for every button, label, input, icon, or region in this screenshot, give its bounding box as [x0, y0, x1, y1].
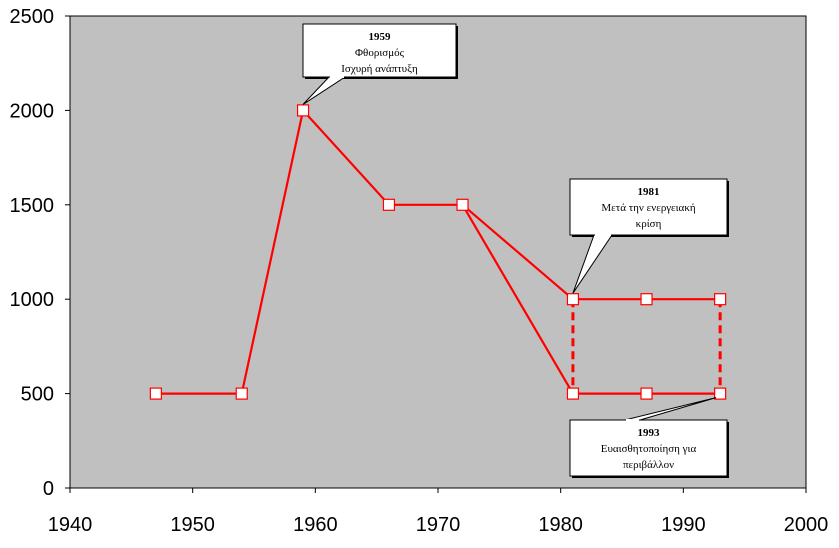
- data-point-marker: [714, 293, 727, 306]
- series-line-1: [155, 108, 721, 395]
- callout-text: Μετά την ενεργειακή: [601, 202, 695, 214]
- annotation-callout: 1981 Μετά την ενεργειακή κρίση: [569, 178, 729, 294]
- callout-layer: 1959 Φθορισμός Ισχυρή ανάπτυξη 1981 Μετά την…: [302, 23, 729, 478]
- data-point-marker: [456, 198, 469, 211]
- callout-year: 1993: [638, 427, 661, 439]
- data-point-marker: [296, 104, 310, 117]
- x-tick-label: 1940: [48, 514, 93, 536]
- x-tick-label: 2000: [784, 514, 829, 536]
- annotation-callout: 1959 Φθορισμός Ισχυρή ανάπτυξη: [302, 23, 458, 105]
- data-point-marker: [382, 198, 396, 211]
- marker-layer: [149, 104, 727, 400]
- callout-year: 1959: [369, 31, 392, 43]
- x-tick-label: 1970: [416, 514, 461, 536]
- x-tick-label: 1960: [293, 514, 338, 536]
- y-tick-label: 500: [21, 384, 54, 406]
- callout-text: περιβάλλον: [623, 459, 674, 471]
- callout-text: Ισχυρή ανάπτυξη: [341, 63, 418, 75]
- annotation-callout: 1993 Ευαισθητοποίηση για περιβάλλον: [569, 397, 729, 478]
- callout-box: [569, 178, 728, 236]
- x-tick-label: 1980: [538, 514, 583, 536]
- axes: 0 500 1000 1500 2000 2500 1940 1950 1960 1970 1980…: [10, 6, 829, 536]
- data-point-marker: [235, 387, 248, 400]
- data-point-marker: [640, 387, 653, 400]
- series-line-2: [461, 204, 721, 395]
- data-point-marker: [566, 387, 580, 400]
- plot-area: [69, 15, 807, 489]
- y-tick-label: 1000: [10, 289, 55, 311]
- callout-box: [302, 23, 457, 78]
- data-point-marker: [149, 387, 162, 400]
- callout-year: 1981: [638, 186, 660, 198]
- y-tick-label: 1500: [10, 195, 55, 217]
- data-point-marker: [640, 293, 653, 306]
- x-tick-label: 1950: [170, 514, 215, 536]
- callout-box: [569, 419, 728, 477]
- data-point-marker: [566, 293, 580, 306]
- y-tick-label: 0: [43, 478, 54, 500]
- x-tick-label: 1990: [661, 514, 706, 536]
- series-layer: [155, 108, 722, 395]
- y-tick-label: 2000: [10, 100, 55, 122]
- callout-text: Ευαισθητοποίηση για: [601, 443, 697, 455]
- callout-text: Φθορισμός: [355, 47, 405, 59]
- data-point-marker: [714, 387, 727, 400]
- callout-text: κρίση: [636, 218, 662, 230]
- y-tick-label: 2500: [10, 6, 55, 28]
